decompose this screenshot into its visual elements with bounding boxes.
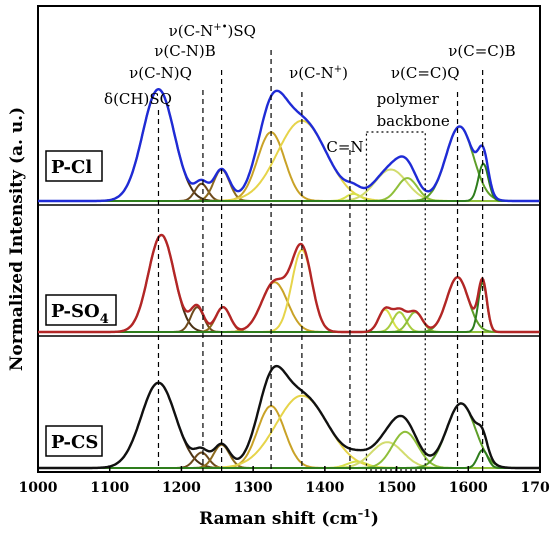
component-peak-3-4 (38, 404, 540, 469)
component-peak-3-8 (38, 430, 540, 469)
panel-label: P-SO4 (51, 301, 109, 327)
component-peak-1-3 (38, 168, 540, 202)
component-peak-3-1 (38, 381, 540, 469)
component-peak-1-9 (38, 125, 540, 202)
fitted-spectrum-3 (38, 364, 540, 470)
x-tick-label: 1600 (449, 480, 488, 496)
fitted-spectrum-2 (38, 233, 540, 334)
x-tick-label: 1700 (521, 480, 550, 496)
panel-label: P-CS (51, 432, 98, 453)
component-peak-3-5 (38, 394, 540, 469)
component-peak-1-8 (38, 177, 540, 202)
y-axis-title: Normalized Intensity (a. u.) (7, 107, 27, 371)
peak-annotation: ν(C-N+•)SQ (169, 22, 256, 40)
peak-annotation: polymer (377, 90, 440, 108)
peak-annotation: δ(CH)SQ (104, 90, 172, 108)
component-peak-1-5 (38, 119, 540, 202)
component-peak-1-4 (38, 131, 540, 202)
peak-annotation: backbone (377, 112, 450, 130)
panel-label-box (45, 150, 103, 182)
fitted-spectrum-1 (38, 87, 540, 203)
peak-annotation: ν(C-N)B (154, 42, 216, 60)
peak-annotation: ν(C=C)Q (391, 64, 460, 82)
peak-annotation: ν(C-N)Q (129, 64, 192, 82)
x-tick-label: 1500 (377, 480, 416, 496)
panel-label: P-Cl (51, 157, 92, 178)
x-tick-label: 1000 (19, 480, 58, 496)
peak-annotation: ν(C-N+) (289, 64, 348, 82)
x-tick-label: 1200 (162, 480, 201, 496)
panel-label-box (45, 294, 117, 326)
plot-frame (37, 5, 541, 473)
component-peak-3-9 (38, 402, 540, 469)
x-tick-label: 1400 (305, 480, 344, 496)
component-peak-1-7 (38, 168, 540, 202)
component-peak-1-10 (38, 162, 540, 202)
x-axis-title: Raman shift (cm–1) (199, 507, 379, 529)
panel-label-box (45, 425, 103, 457)
peak-annotation: ν(C=C)B (448, 42, 515, 60)
component-peak-3-10 (38, 448, 540, 469)
x-tick-label: 1100 (90, 480, 129, 496)
peak-annotation: C=N (326, 138, 363, 156)
x-tick-label: 1300 (234, 480, 273, 496)
